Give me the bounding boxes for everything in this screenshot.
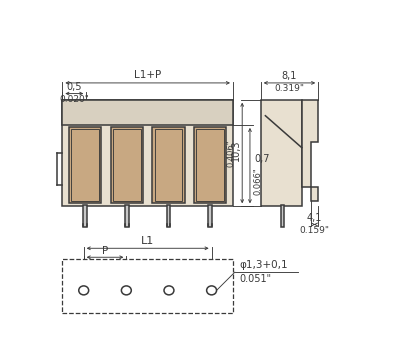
Bar bbox=[167, 205, 170, 227]
Text: 0.159": 0.159" bbox=[300, 226, 330, 234]
Bar bbox=[62, 100, 233, 206]
Bar bbox=[196, 130, 224, 201]
Bar bbox=[69, 127, 101, 203]
Bar bbox=[125, 205, 128, 227]
Bar bbox=[311, 187, 318, 201]
Bar bbox=[281, 205, 284, 227]
Text: 0.319": 0.319" bbox=[274, 84, 304, 93]
Bar bbox=[194, 127, 226, 203]
Text: 0.406": 0.406" bbox=[226, 139, 235, 167]
Text: L1: L1 bbox=[141, 236, 154, 246]
Bar bbox=[155, 130, 182, 201]
Text: 0.020": 0.020" bbox=[59, 95, 89, 104]
Text: 0,5: 0,5 bbox=[66, 82, 82, 92]
Bar bbox=[62, 260, 233, 313]
Text: 4,1: 4,1 bbox=[307, 213, 322, 223]
Bar bbox=[84, 205, 87, 227]
Text: 8,1: 8,1 bbox=[282, 71, 297, 81]
Bar bbox=[208, 205, 212, 227]
Text: 0.066": 0.066" bbox=[254, 167, 263, 195]
Text: 0,7: 0,7 bbox=[255, 154, 270, 164]
Text: 10,3: 10,3 bbox=[231, 139, 241, 161]
Text: L1+P: L1+P bbox=[134, 70, 161, 80]
Bar bbox=[261, 100, 302, 206]
Text: φ1,3+0,1: φ1,3+0,1 bbox=[240, 261, 288, 270]
Bar bbox=[62, 100, 233, 125]
Bar bbox=[152, 127, 185, 203]
Text: 0.051": 0.051" bbox=[240, 274, 272, 284]
Polygon shape bbox=[302, 100, 318, 187]
Bar bbox=[71, 130, 99, 201]
Bar bbox=[113, 130, 140, 201]
Text: P: P bbox=[102, 246, 108, 256]
Bar bbox=[110, 127, 143, 203]
